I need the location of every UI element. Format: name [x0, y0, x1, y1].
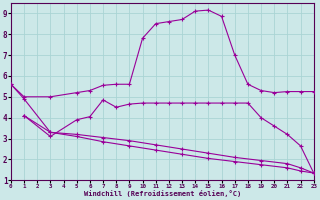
- X-axis label: Windchill (Refroidissement éolien,°C): Windchill (Refroidissement éolien,°C): [84, 190, 241, 197]
